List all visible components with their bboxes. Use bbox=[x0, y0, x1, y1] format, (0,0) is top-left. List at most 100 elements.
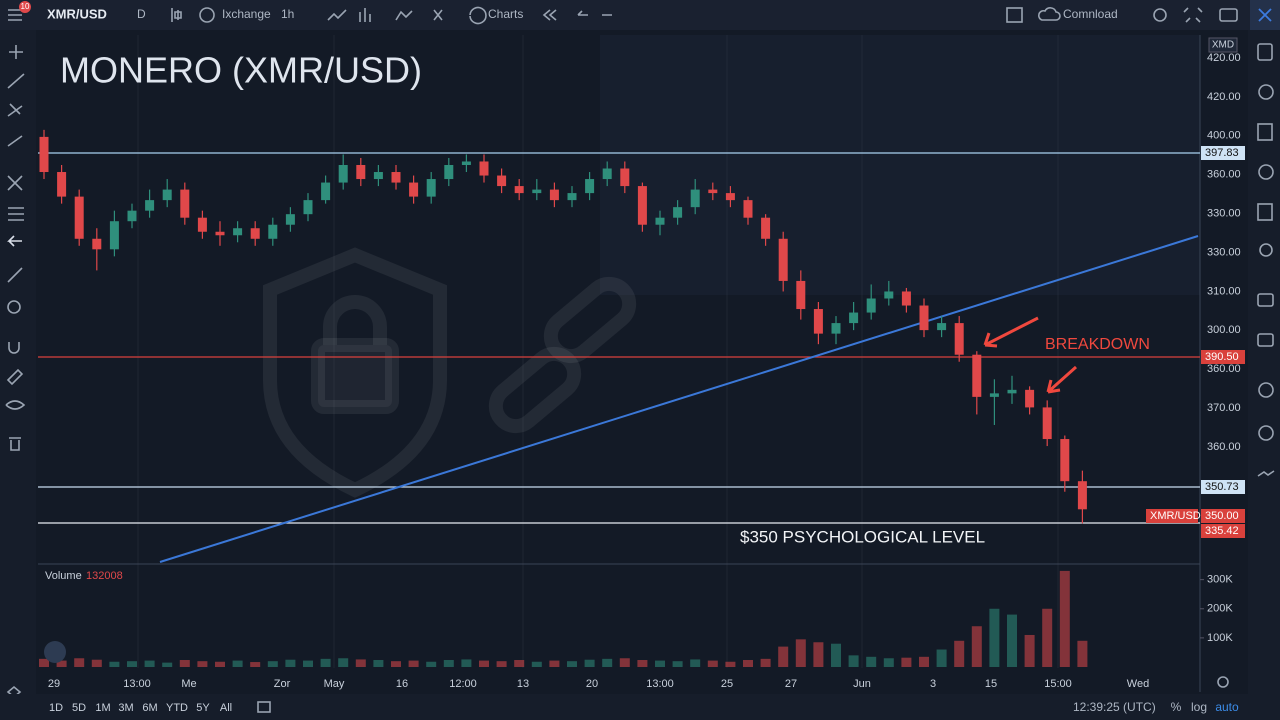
calendar-icon[interactable] bbox=[257, 701, 271, 713]
volume-bar bbox=[883, 658, 894, 667]
volume-bar bbox=[989, 608, 1000, 667]
volume-bar bbox=[373, 660, 384, 667]
range-button[interactable]: 1M bbox=[95, 702, 110, 714]
time-label: 20 bbox=[586, 678, 598, 690]
candle-body bbox=[937, 323, 947, 331]
price-marker-label: 350.00 bbox=[1205, 510, 1239, 522]
candle-body bbox=[461, 161, 471, 165]
candle-body bbox=[409, 182, 419, 197]
volume-last: 132008 bbox=[86, 570, 123, 582]
auto-toggle[interactable]: auto bbox=[1215, 700, 1239, 714]
range-button[interactable]: 3M bbox=[118, 702, 133, 714]
volume-bar bbox=[250, 662, 261, 667]
candle-body bbox=[849, 312, 859, 324]
bottom-bar bbox=[0, 694, 1280, 720]
range-button[interactable]: 5D bbox=[72, 702, 86, 714]
tool-icons[interactable] bbox=[327, 6, 487, 25]
price-marker-label: 350.73 bbox=[1205, 481, 1239, 493]
time-label: Wed bbox=[1127, 678, 1149, 690]
price-label: 300.00 bbox=[1207, 324, 1241, 336]
close-icon[interactable] bbox=[1258, 8, 1272, 22]
download-button[interactable]: Comnload bbox=[1063, 7, 1118, 21]
time-label: 13:00 bbox=[646, 678, 674, 690]
camera-icon[interactable] bbox=[1219, 8, 1238, 22]
candle-body bbox=[162, 189, 172, 201]
volume-bar bbox=[144, 660, 155, 667]
price-label: 370.00 bbox=[1207, 402, 1241, 414]
volume-bar bbox=[725, 661, 736, 667]
timeframe[interactable]: 1h bbox=[281, 7, 294, 21]
add-icon[interactable] bbox=[199, 7, 215, 23]
settings-icon[interactable] bbox=[1153, 8, 1167, 22]
price-marker bbox=[1146, 509, 1198, 523]
price-label: 360.00 bbox=[1207, 441, 1241, 453]
interval[interactable]: D bbox=[137, 7, 146, 21]
range-button[interactable]: 5Y bbox=[196, 702, 210, 714]
cloud-icon[interactable] bbox=[1038, 7, 1061, 21]
volume-bar bbox=[496, 661, 507, 667]
time-label: Me bbox=[181, 678, 196, 690]
candle-body bbox=[602, 168, 612, 180]
volume-bar bbox=[285, 659, 296, 667]
percent-toggle[interactable]: % bbox=[1171, 700, 1182, 714]
layout-icon[interactable] bbox=[1006, 7, 1023, 23]
volume-bar bbox=[954, 640, 965, 667]
volume-tick-label: 200K bbox=[1207, 603, 1233, 615]
candle-body bbox=[761, 217, 771, 239]
price-marker-label: 390.50 bbox=[1205, 351, 1239, 363]
price-marker bbox=[1201, 509, 1245, 523]
volume-bar bbox=[215, 661, 225, 667]
volume-bar bbox=[320, 658, 331, 667]
clock: 12:39:25 (UTC) bbox=[1073, 700, 1156, 714]
exchange[interactable]: Ixchange bbox=[222, 7, 271, 21]
volume-bar bbox=[760, 658, 771, 667]
symbol[interactable]: XMR/USD bbox=[47, 6, 107, 21]
side-tools[interactable] bbox=[1257, 43, 1275, 477]
volume-bar bbox=[795, 639, 806, 667]
candle-body bbox=[831, 323, 841, 334]
candle-body bbox=[673, 207, 683, 218]
volume-bar bbox=[901, 657, 912, 667]
candle-body bbox=[725, 193, 735, 201]
volume-bar bbox=[391, 661, 401, 667]
volume-bar bbox=[1042, 608, 1053, 667]
menu-icon[interactable] bbox=[8, 9, 22, 21]
candle-body bbox=[954, 323, 964, 355]
time-label: 12:00 bbox=[449, 678, 477, 690]
volume-bar bbox=[1059, 570, 1070, 667]
candle-icon[interactable] bbox=[171, 8, 182, 22]
candle-body bbox=[813, 309, 823, 334]
candle-body bbox=[74, 196, 84, 239]
volume-bar bbox=[56, 660, 67, 667]
candle-body bbox=[391, 172, 401, 183]
volume-bar bbox=[602, 658, 613, 667]
range-button[interactable]: YTD bbox=[166, 702, 188, 714]
volume-bar bbox=[1007, 614, 1017, 667]
price-marker-label: 397.83 bbox=[1205, 147, 1239, 159]
candle-body bbox=[39, 136, 49, 173]
range-button[interactable]: 6M bbox=[142, 702, 157, 714]
volume-bar bbox=[637, 660, 648, 667]
volume-bar bbox=[179, 660, 190, 667]
price-label: 310.00 bbox=[1207, 285, 1241, 297]
axis-settings[interactable] bbox=[1217, 676, 1229, 688]
log-toggle[interactable]: log bbox=[1191, 700, 1207, 714]
candle-body bbox=[356, 164, 366, 180]
volume-bar bbox=[619, 658, 630, 667]
time-label: 13 bbox=[517, 678, 529, 690]
volume-bar bbox=[778, 646, 789, 667]
left-toolbar bbox=[0, 30, 36, 694]
range-button[interactable]: 1D bbox=[49, 702, 63, 714]
volume-bar bbox=[549, 660, 560, 667]
drawing-tools[interactable] bbox=[5, 45, 26, 699]
candle-body bbox=[655, 217, 665, 225]
nav-icons[interactable] bbox=[542, 9, 612, 21]
charts-button[interactable]: Charts bbox=[488, 7, 523, 21]
candle-body bbox=[796, 280, 806, 310]
range-button[interactable]: All bbox=[220, 702, 232, 714]
price-label: 360.00 bbox=[1207, 169, 1241, 181]
volume-bar bbox=[74, 658, 85, 667]
candle-body bbox=[285, 214, 295, 225]
